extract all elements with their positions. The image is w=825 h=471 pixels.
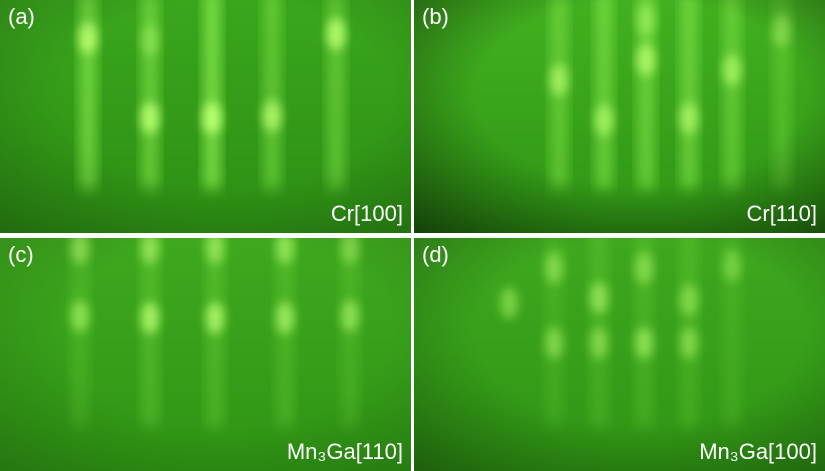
rheed-image — [414, 0, 825, 233]
panel: (d) Mn₃Ga[100] — [414, 238, 825, 471]
panel-label: (a) — [8, 4, 35, 30]
vignette — [0, 238, 411, 471]
vignette — [414, 238, 825, 471]
rheed-image — [0, 238, 411, 471]
page: RHEED patterns {"panels": [ {"label": "(… — [0, 0, 825, 471]
panel: (a) Cr[100] — [0, 0, 411, 233]
rheed-image — [0, 0, 411, 233]
panel-label: (d) — [422, 242, 449, 268]
rheed-image — [414, 238, 825, 471]
panel: (b) Cr[110] — [414, 0, 825, 233]
vignette — [414, 0, 825, 233]
panel-caption: Mn₃Ga[100] — [699, 439, 817, 465]
panel-caption: Cr[110] — [746, 201, 817, 227]
figure: (a) Cr[100] (b) Cr[110] (c) Mn₃Ga[110] (… — [0, 0, 825, 471]
panel: (c) Mn₃Ga[110] — [0, 238, 411, 471]
panel-caption: Mn₃Ga[110] — [287, 439, 403, 465]
vignette — [0, 0, 411, 233]
panel-label: (c) — [8, 242, 34, 268]
panel-caption: Cr[100] — [331, 201, 403, 227]
panel-label: (b) — [422, 4, 449, 30]
